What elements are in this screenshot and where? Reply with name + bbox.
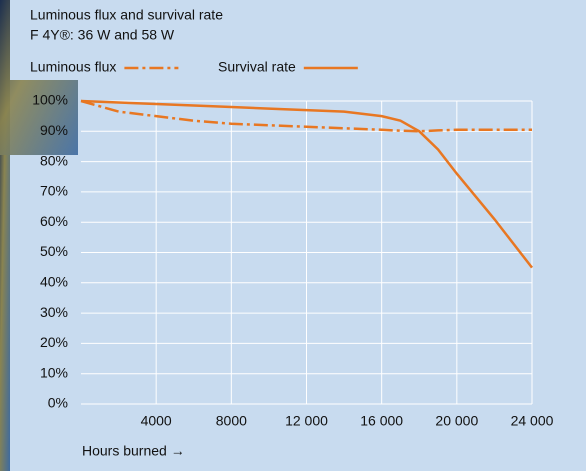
y-tick-label: 30% <box>40 304 68 320</box>
chart-title: Luminous flux and survival rate <box>30 7 223 23</box>
x-tick-label: 8000 <box>216 413 247 429</box>
x-tick-label: 12 000 <box>285 413 328 429</box>
x-tick-label: 24 000 <box>511 413 554 429</box>
x-tick-label: 20 000 <box>435 413 478 429</box>
x-tick-label: 4000 <box>141 413 172 429</box>
y-tick-label: 0% <box>48 395 68 411</box>
photo-strip <box>0 0 10 471</box>
x-tick-label: 16 000 <box>360 413 403 429</box>
y-tick-label: 40% <box>40 274 68 290</box>
y-tick-label: 90% <box>40 122 68 138</box>
header-panel <box>10 0 586 80</box>
y-tick-label: 20% <box>40 334 68 350</box>
y-tick-label: 60% <box>40 213 68 229</box>
legend-label: Luminous flux <box>30 59 116 75</box>
y-tick-label: 10% <box>40 364 68 380</box>
y-tick-label: 80% <box>40 152 68 168</box>
series-line <box>80 99 533 269</box>
x-axis-label: Hours burned → <box>82 443 185 459</box>
y-tick-label: 100% <box>32 92 68 108</box>
chart-subtitle: F 4Y®: 36 W and 58 W <box>30 27 175 43</box>
legend-label: Survival rate <box>218 59 296 75</box>
y-tick-label: 50% <box>40 243 68 259</box>
y-tick-label: 70% <box>40 183 68 199</box>
